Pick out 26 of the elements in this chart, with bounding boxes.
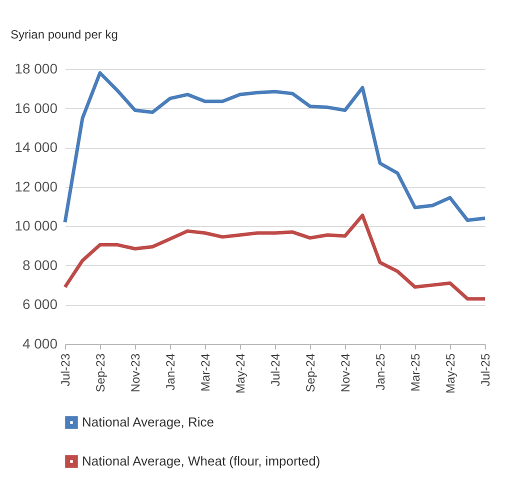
legend-label: National Average, Rice: [82, 414, 214, 430]
x-tick-label: May-24: [234, 353, 248, 394]
x-tick-label: Jul-23: [58, 353, 72, 386]
x-tick-label: Jul-25: [478, 353, 492, 386]
y-tick-label: 18 000: [14, 60, 58, 76]
line-series: [63, 71, 487, 224]
x-tick-label: Mar-25: [408, 353, 422, 392]
y-tick-label: 14 000: [14, 139, 58, 156]
x-tick-label: Jul-24: [268, 353, 282, 386]
y-tick-label: 10 000: [14, 218, 58, 234]
y-tick-label: 6 000: [22, 296, 58, 312]
y-tick-label: 4 000: [22, 336, 58, 352]
x-tick-label: Mar-24: [198, 353, 212, 392]
y-tick-label: 16 000: [14, 100, 58, 116]
line-series: [63, 214, 487, 301]
y-tick-label: 8 000: [22, 256, 58, 273]
x-tick-label: Nov-24: [338, 353, 352, 392]
x-tick-label: Jan-25: [374, 353, 388, 390]
x-tick-label: Sep-23: [94, 353, 108, 392]
y-axis-title: Syrian pound per kg: [10, 28, 118, 42]
x-tick-label: Jan-24: [164, 353, 178, 390]
y-tick-label: 12 000: [14, 178, 58, 194]
x-tick-label: May-25: [444, 353, 458, 394]
x-tick-label: Nov-23: [128, 353, 142, 392]
x-tick-label: Sep-24: [304, 353, 318, 392]
legend-label: National Average, Wheat (flour, imported): [82, 454, 320, 468]
